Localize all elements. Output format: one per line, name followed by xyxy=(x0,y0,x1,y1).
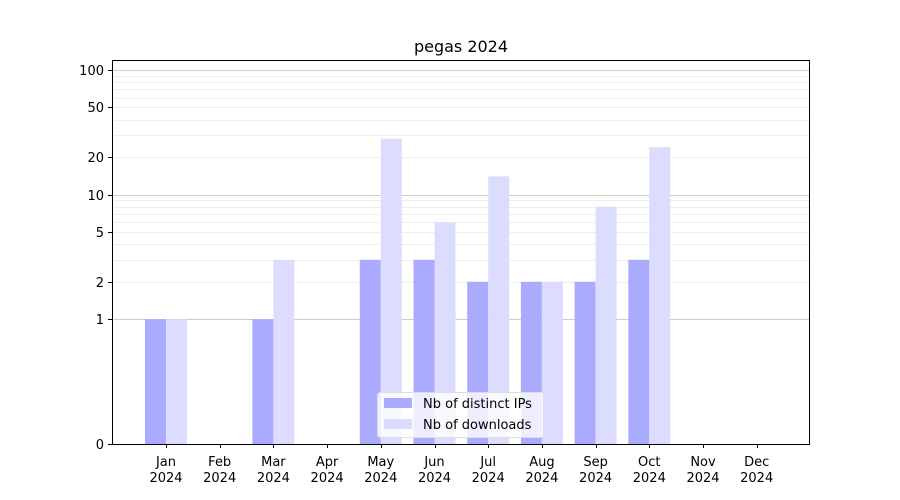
bar-downloads xyxy=(488,176,510,444)
bar-distinct-ips xyxy=(628,259,650,444)
x-tick-label-year: 2024 xyxy=(633,471,666,486)
x-tick-label-month: Dec xyxy=(744,455,769,470)
legend-box xyxy=(377,392,544,438)
legend: Nb of distinct IPs Nb of downloads xyxy=(377,392,544,438)
x-tick-label-month: May xyxy=(367,455,394,470)
x-tick-label-year: 2024 xyxy=(686,471,719,486)
x-tick-label-year: 2024 xyxy=(525,471,558,486)
bar-downloads xyxy=(541,281,563,444)
x-tick-label-year: 2024 xyxy=(418,471,451,486)
x-tick-label-year: 2024 xyxy=(364,471,397,486)
y-tick-label: 0 xyxy=(96,438,104,453)
x-tick-label-month: Apr xyxy=(316,455,339,470)
bar-downloads xyxy=(380,138,402,444)
x-tick-label-month: Jun xyxy=(423,455,444,470)
bar-distinct-ips xyxy=(574,281,596,444)
bar-downloads xyxy=(649,147,671,444)
x-tick-label-year: 2024 xyxy=(203,471,236,486)
bar-downloads xyxy=(434,222,456,444)
x-tick-label-month: Aug xyxy=(529,455,554,470)
x-tick-label-month: Feb xyxy=(208,455,231,470)
x-tick-label-month: Sep xyxy=(583,455,608,470)
x-tick-label-year: 2024 xyxy=(149,471,182,486)
x-tick-label-year: 2024 xyxy=(257,471,290,486)
bar-distinct-ips xyxy=(145,319,166,444)
legend-swatch xyxy=(384,398,412,408)
plot-frame xyxy=(112,60,810,445)
y-tick-label: 100 xyxy=(79,64,104,79)
legend-label: Nb of distinct IPs xyxy=(423,397,532,412)
x-tick-label-month: Oct xyxy=(638,455,660,470)
y-tick-label: 1 xyxy=(96,313,104,328)
chart-title: pegas 2024 xyxy=(414,37,508,56)
bar-downloads xyxy=(273,259,295,444)
y-tick-label: 50 xyxy=(87,101,104,116)
x-tick-label-year: 2024 xyxy=(740,471,773,486)
x-tick-label-year: 2024 xyxy=(472,471,505,486)
x-tick-label-year: 2024 xyxy=(311,471,344,486)
y-axis: 0 1 2 5 10 20 50 100 xyxy=(79,64,112,453)
bar-distinct-ips xyxy=(252,319,274,444)
bar-downloads xyxy=(595,206,617,444)
y-tick-label: 5 xyxy=(96,226,104,241)
x-axis: Jan2024Feb2024Mar2024Apr2024May2024Jun20… xyxy=(149,444,773,486)
bar-distinct-ips xyxy=(359,259,381,444)
x-tick-label-month: Jan xyxy=(155,455,176,470)
x-tick-label-month: Mar xyxy=(261,455,286,470)
x-tick-label-month: Nov xyxy=(690,455,716,470)
y-tick-label: 10 xyxy=(87,189,104,204)
y-tick-label: 20 xyxy=(87,151,104,166)
y-tick-label: 2 xyxy=(96,276,104,291)
legend-label: Nb of downloads xyxy=(423,418,532,433)
x-tick-label-year: 2024 xyxy=(579,471,612,486)
grid-lines xyxy=(112,70,809,320)
bar-downloads xyxy=(166,319,187,444)
legend-swatch xyxy=(384,419,412,429)
x-tick-label-month: Jul xyxy=(479,455,496,470)
